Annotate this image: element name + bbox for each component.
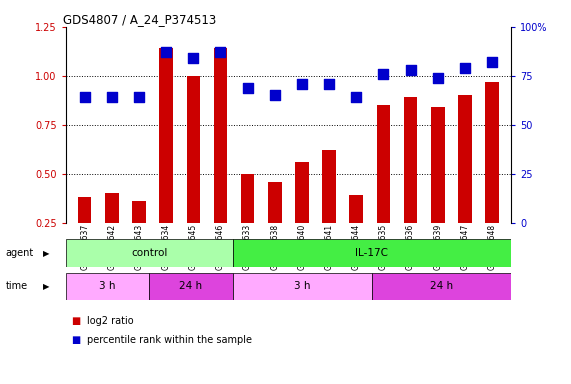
Text: agent: agent	[6, 248, 34, 258]
Bar	[268, 182, 282, 223]
Bar	[187, 76, 200, 223]
Text: ■: ■	[71, 335, 81, 345]
Bar	[105, 194, 119, 223]
Bar	[149, 273, 233, 300]
Text: IL-17C: IL-17C	[355, 248, 388, 258]
Bar	[66, 273, 149, 300]
Bar	[159, 48, 173, 223]
Text: ▶: ▶	[43, 282, 49, 291]
Bar	[295, 162, 309, 223]
Bar	[132, 201, 146, 223]
Text: control: control	[131, 248, 167, 258]
Point	[216, 49, 225, 55]
Point	[189, 55, 198, 61]
Text: 24 h: 24 h	[179, 281, 203, 291]
Text: log2 ratio: log2 ratio	[87, 316, 134, 326]
Bar	[241, 174, 255, 223]
Point	[107, 94, 116, 101]
Bar	[485, 82, 499, 223]
Bar	[66, 239, 233, 267]
Text: ▶: ▶	[43, 248, 49, 258]
Point	[162, 49, 171, 55]
Text: 3 h: 3 h	[99, 281, 116, 291]
Text: 24 h: 24 h	[430, 281, 453, 291]
Point	[324, 81, 333, 87]
Point	[297, 81, 307, 87]
Bar	[377, 105, 390, 223]
Bar	[404, 98, 417, 223]
Point	[134, 94, 143, 101]
Text: 3 h: 3 h	[294, 281, 311, 291]
Point	[406, 67, 415, 73]
Bar	[214, 48, 227, 223]
Bar	[322, 150, 336, 223]
Bar	[458, 95, 472, 223]
Point	[270, 92, 279, 98]
Point	[352, 94, 361, 101]
Bar	[233, 273, 372, 300]
Text: ■: ■	[71, 316, 81, 326]
Point	[460, 65, 469, 71]
Point	[488, 59, 497, 65]
Point	[80, 94, 89, 101]
Text: percentile rank within the sample: percentile rank within the sample	[87, 335, 252, 345]
Bar	[431, 107, 444, 223]
Bar	[233, 239, 511, 267]
Point	[433, 75, 443, 81]
Point	[379, 71, 388, 77]
Text: GDS4807 / A_24_P374513: GDS4807 / A_24_P374513	[63, 13, 216, 26]
Bar	[78, 197, 91, 223]
Bar	[372, 273, 511, 300]
Text: time: time	[6, 281, 28, 291]
Bar	[349, 195, 363, 223]
Point	[243, 84, 252, 91]
